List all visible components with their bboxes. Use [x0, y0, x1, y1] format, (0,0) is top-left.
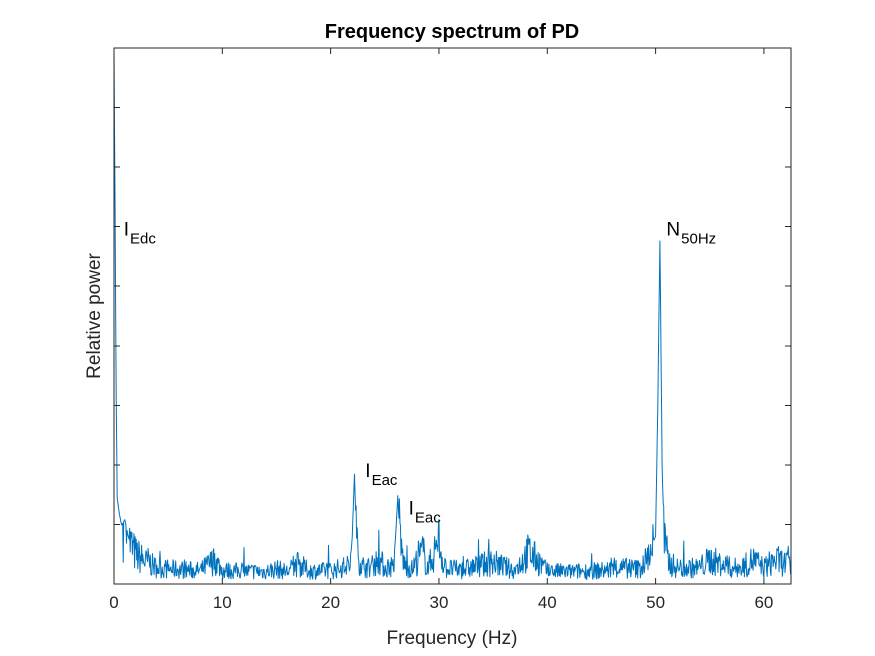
peak-annotation-main: N	[666, 220, 680, 241]
peak-annotation-main: I	[365, 461, 370, 482]
peak-annotation-main: I	[409, 498, 414, 519]
x-tick-label: 50	[646, 593, 665, 612]
peak-annotation-main: I	[124, 220, 129, 241]
x-tick-label: 10	[213, 593, 232, 612]
x-axis-label: Frequency (Hz)	[387, 628, 518, 649]
x-tick-label: 0	[109, 593, 118, 612]
spectrum-line	[114, 48, 791, 580]
chart-title: Frequency spectrum of PD	[325, 21, 580, 43]
peak-annotation-subscript: Eac	[415, 509, 441, 526]
x-tick-label: 40	[538, 593, 557, 612]
peak-annotation: IEac	[365, 461, 398, 489]
peak-annotation-subscript: 50Hz	[681, 231, 716, 248]
peak-annotation: IEac	[409, 498, 442, 526]
y-axis-label: Relative power	[84, 252, 105, 378]
plot-area-background	[114, 48, 791, 584]
x-tick-label: 30	[429, 593, 448, 612]
peak-annotation: N50Hz	[666, 220, 716, 248]
x-tick-label: 60	[754, 593, 773, 612]
plot-area-box	[113, 47, 792, 585]
peak-annotation-subscript: Edc	[130, 231, 156, 248]
peak-annotation-subscript: Eac	[372, 472, 398, 489]
peak-annotation: IEdc	[124, 220, 157, 248]
x-tick-label: 20	[321, 593, 340, 612]
